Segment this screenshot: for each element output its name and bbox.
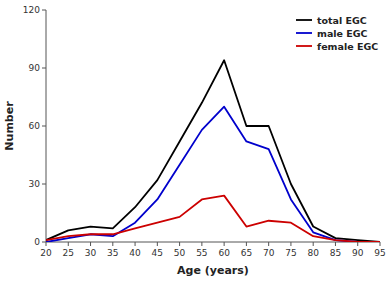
x-tick [46,242,47,246]
axes: 20 25 30 35 40 45 50 55 60 65 70 75 80 85 90 95 0 30 60 90 1… [23,5,386,258]
y-tick-label: 0 [34,237,40,247]
x-tick [90,242,91,246]
x-tick-label: 90 [352,248,364,258]
y-tick-label: 90 [29,63,41,73]
y-tick [42,10,46,11]
x-tick-label: 70 [263,248,275,258]
x-tick [68,242,69,246]
x-tick-label: 80 [307,248,319,258]
x-tick-label: 20 [40,248,52,258]
y-tick [42,126,46,127]
x-tick [224,242,225,246]
x-tick-label: 65 [241,248,252,258]
x-tick [268,242,269,246]
x-tick [313,242,314,246]
x-tick-label: 25 [63,248,74,258]
x-tick [157,242,158,246]
legend: total EGC male EGC female EGC [296,15,378,52]
x-tick [246,242,247,246]
y-tick-label: 120 [23,5,40,15]
legend-swatch [296,45,312,47]
x-tick-label: 35 [107,248,118,258]
x-tick-label: 75 [285,248,296,258]
x-tick-label: 60 [218,248,230,258]
x-tick [357,242,358,246]
legend-label: male EGC [317,28,368,39]
y-tick-label: 60 [29,121,41,131]
x-tick [201,242,202,246]
legend-label: female EGC [317,41,378,52]
x-axis-line [46,242,380,243]
y-axis-label: Number [3,101,16,151]
y-tick [42,68,46,69]
legend-label: total EGC [317,15,367,26]
series-line [46,60,380,242]
x-tick [135,242,136,246]
x-tick [380,242,381,246]
y-tick [42,184,46,185]
series-lines [46,60,380,242]
y-tick-label: 30 [29,179,41,189]
legend-swatch [296,19,312,21]
x-tick-label: 55 [196,248,207,258]
series-line [46,196,380,242]
legend-swatch [296,32,312,34]
x-tick-label: 50 [174,248,186,258]
x-axis-label: Age (years) [177,264,249,277]
y-tick [42,242,46,243]
x-tick-label: 30 [85,248,97,258]
x-tick-label: 95 [374,248,385,258]
x-tick-label: 40 [129,248,141,258]
x-tick [290,242,291,246]
x-tick [179,242,180,246]
x-tick-label: 45 [152,248,163,258]
chart: 20 25 30 35 40 45 50 55 60 65 70 75 80 85 90 95 0 30 60 90 1… [0,0,392,282]
series-line [46,107,380,242]
x-tick-label: 85 [330,248,341,258]
x-tick [112,242,113,246]
x-tick [335,242,336,246]
